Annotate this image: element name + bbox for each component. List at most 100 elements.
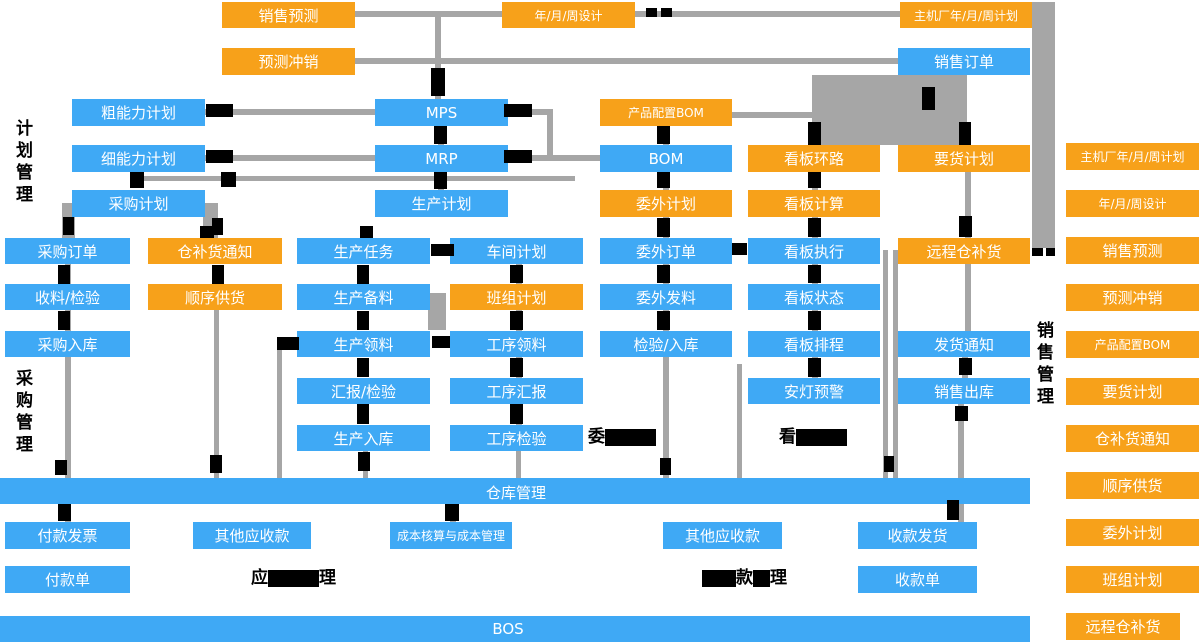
connector-line — [65, 357, 71, 478]
kanban-calc: 看板计算 — [748, 190, 880, 217]
remote-warehouse-replenish-label: 远程仓补货 — [926, 242, 1002, 261]
team-plan-label: 班组计划 — [486, 288, 547, 307]
vertical-label-char: 购 — [16, 391, 33, 411]
redaction-mark — [830, 428, 847, 446]
mrp-label: MRP — [425, 149, 458, 168]
outsourcing-plan: 委外计划 — [600, 190, 732, 217]
vertical-label-char: 销 — [1037, 321, 1054, 341]
redaction-mark — [796, 428, 813, 446]
delivery-plan-label: 要货计划 — [933, 150, 994, 168]
redaction-mark — [622, 428, 639, 446]
connector-line — [508, 155, 600, 161]
junction-mark — [63, 217, 74, 235]
connector-line — [893, 250, 898, 478]
kanban-calc-label: 看板计算 — [783, 195, 844, 213]
warehouse-replenish-notice: 仓补货通知 — [148, 238, 282, 264]
shipping-notice: 发货通知 — [898, 331, 1030, 357]
junction-mark — [955, 406, 968, 421]
workshop-plan: 车间计划 — [450, 238, 583, 264]
payment-invoice-label: 付款发票 — [37, 527, 98, 545]
sales-forecast-top-label: 销售预测 — [258, 6, 319, 25]
redaction-mark — [285, 569, 302, 587]
plan-management-label: 计划管理 — [16, 118, 33, 206]
vertical-label-char: 理 — [16, 185, 33, 205]
junction-mark — [657, 265, 670, 283]
junction-mark — [808, 172, 821, 188]
andon-warning: 安灯预警 — [748, 378, 880, 404]
year-month-week-design-top: 年/月/周设计 — [502, 2, 635, 28]
junction-mark — [646, 8, 657, 17]
kanban-schedule: 看板排程 — [748, 331, 880, 357]
label-char: 委 — [588, 427, 605, 447]
junction-mark — [434, 126, 447, 144]
process-inspection: 工序检验 — [450, 425, 583, 451]
shipping-notice-label: 发货通知 — [933, 335, 994, 354]
label-char: 看 — [779, 427, 796, 447]
junction-mark — [510, 311, 523, 330]
junction-mark — [130, 172, 144, 188]
right-warehouse-replenish-notice-label: 仓补货通知 — [1094, 430, 1170, 448]
junction-mark — [1046, 248, 1055, 256]
junction-mark — [510, 265, 523, 283]
purchase-plan-label: 采购计划 — [108, 195, 169, 213]
redaction-mark — [753, 569, 770, 587]
oem-year-month-week-plan-top-label: 主机厂年/月/周计划 — [913, 8, 1019, 23]
junction-mark — [732, 243, 747, 255]
junction-mark — [445, 504, 459, 521]
junction-mark — [55, 460, 67, 475]
right-sequence-supply-label: 顺序供货 — [1102, 477, 1163, 495]
label-char: 理 — [770, 568, 787, 588]
connector-line — [1032, 2, 1055, 248]
payable-management-label: 应理 — [251, 569, 336, 587]
other-receivables-right: 其他应收款 — [663, 522, 782, 549]
junction-mark — [657, 172, 670, 188]
vertical-label-char: 划 — [16, 141, 33, 161]
bos-bar-label: BOS — [492, 620, 524, 638]
redaction-mark — [639, 428, 656, 446]
connector-line — [435, 14, 441, 99]
connector-line — [355, 11, 502, 17]
connector-line — [737, 364, 742, 478]
rough-capacity-plan: 粗能力计划 — [72, 99, 205, 126]
connector-line — [812, 75, 967, 145]
connector-line — [428, 293, 446, 330]
right-oem-year-month-week-plan-label: 主机厂年/月/周计划 — [1080, 150, 1185, 164]
production-material-issue-label: 生产领料 — [333, 335, 394, 354]
connector-line — [137, 176, 575, 181]
receivable-management-label: 款理 — [702, 569, 787, 587]
outsourcing-material-issue: 委外发料 — [600, 284, 732, 310]
kanban-exec-label: 看板执行 — [783, 242, 844, 261]
label-char: 款 — [736, 568, 753, 588]
purchase-order: 采购订单 — [5, 238, 130, 264]
sales-forecast-top: 销售预测 — [222, 2, 355, 28]
connector-line — [883, 250, 888, 478]
junction-mark — [200, 226, 214, 238]
right-oem-year-month-week-plan: 主机厂年/月/周计划 — [1066, 143, 1199, 170]
process-inspection-label: 工序检验 — [486, 429, 547, 448]
purchase-inbound-label: 采购入库 — [37, 335, 98, 354]
junction-mark — [357, 358, 369, 377]
warehouse-management-bar: 仓库管理 — [0, 478, 1030, 504]
outsourcing-order: 委外订单 — [600, 238, 732, 264]
vertical-label-char: 售 — [1037, 343, 1054, 363]
fine-capacity-plan: 细能力计划 — [72, 145, 205, 172]
sales-outbound-label: 销售出库 — [933, 382, 994, 401]
bom: BOM — [600, 145, 732, 172]
junction-mark — [657, 218, 670, 237]
product-config-bom-label: 产品配置BOM — [628, 106, 704, 120]
junction-mark — [431, 68, 445, 96]
process-material-issue: 工序领料 — [450, 331, 583, 357]
remote-warehouse-replenish: 远程仓补货 — [898, 238, 1030, 264]
right-product-config-bom: 产品配置BOM — [1066, 331, 1199, 358]
year-month-week-design-top-label: 年/月/周设计 — [534, 8, 603, 23]
sequence-supply-label: 顺序供货 — [184, 288, 245, 307]
junction-mark — [660, 458, 671, 475]
junction-mark — [277, 337, 299, 350]
junction-mark — [210, 455, 222, 473]
team-plan: 班组计划 — [450, 284, 583, 310]
other-receivables-left: 其他应收款 — [193, 522, 311, 549]
purchase-plan: 采购计划 — [72, 190, 205, 217]
kanban-status-label: 看板状态 — [783, 288, 844, 307]
production-task-label: 生产任务 — [333, 242, 394, 261]
right-sales-forecast-label: 销售预测 — [1102, 242, 1163, 260]
